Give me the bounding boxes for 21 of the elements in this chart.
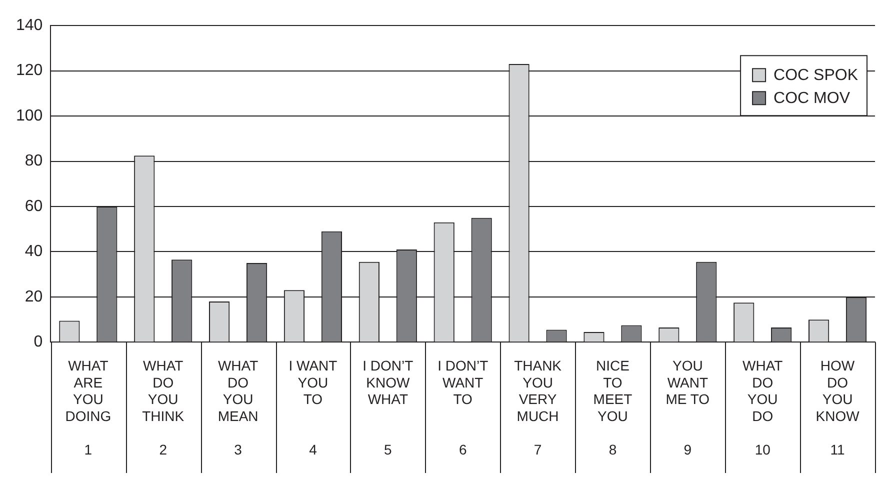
category-label: NICE TO MEET YOU 8 [593,357,632,458]
y-tick-label: 60 [24,198,43,215]
y-tick-label: 140 [16,17,43,34]
category-label: WHAT DO YOU THINK 2 [142,357,184,458]
category-label: WHAT ARE YOU DOING 1 [65,357,112,458]
y-tick-label: 80 [24,152,43,170]
y-tick-label: 120 [16,62,43,80]
category-label: I DON’T WANT TO 6 [438,357,488,458]
legend-label: COC SPOK [774,67,858,84]
category-label: THANK YOU VERY MUCH 7 [514,357,562,458]
category-label: HOW DO YOU KNOW 11 [816,357,860,458]
y-tick-label: 20 [24,288,43,306]
category-label: I WANT YOU TO 4 [288,357,338,458]
y-tick-label: 0 [34,334,43,351]
category-label: I DON’T KNOW WHAT 5 [362,357,414,458]
legend-label: COC MOV [774,90,850,108]
category-label: YOU WANT ME TO 9 [666,357,710,458]
category-label: WHAT DO YOU DO 10 [742,357,783,458]
y-tick-label: 100 [16,107,43,124]
category-label: WHAT DO YOU MEAN 3 [218,357,258,458]
y-tick-label: 40 [24,243,43,260]
